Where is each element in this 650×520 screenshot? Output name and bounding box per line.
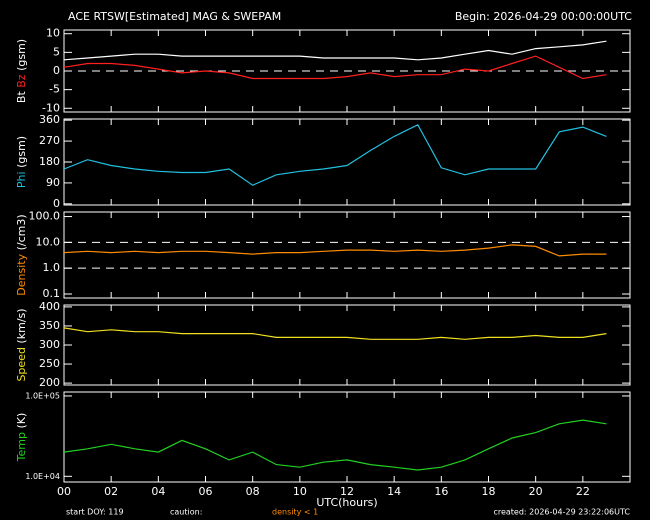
- y-tick-label: 100.0: [29, 210, 61, 223]
- x-tick-label: 14: [387, 485, 401, 498]
- legend-entry: Phi: [15, 171, 28, 188]
- y-tick-label: -10: [42, 101, 60, 114]
- legend-entry: Bt: [15, 91, 28, 104]
- x-tick-label: 20: [529, 485, 543, 498]
- panel-frame: [63, 211, 631, 299]
- y-tick-label: 5: [53, 45, 60, 58]
- x-tick-label: 06: [199, 485, 213, 498]
- y-axis-label: Temp (K): [15, 413, 28, 463]
- y-tick-label: 250: [39, 357, 60, 370]
- y-tick-label: 350: [39, 319, 60, 332]
- y-axis-unit: (gsm): [15, 136, 28, 168]
- created-time: created: 2026-04-29 23:22:06UTC: [493, 508, 630, 517]
- y-axis-label: Bt Bz (gsm): [15, 39, 28, 103]
- x-axis-label: UTC(hours): [316, 496, 377, 509]
- density-caution: density < 1: [272, 508, 318, 517]
- series-line: [63, 244, 607, 257]
- y-axis-label: Speed (km/s): [15, 308, 28, 381]
- y-tick-label: 10: [46, 27, 60, 40]
- y-tick-label: 90: [46, 176, 60, 189]
- y-axis-unit: (km/s): [15, 308, 28, 343]
- x-tick-label: 12: [340, 485, 354, 498]
- x-tick-label: 08: [246, 485, 260, 498]
- panel-frame: [63, 304, 631, 386]
- series-line: [63, 40, 607, 61]
- y-tick-label: 180: [39, 155, 60, 168]
- y-axis-unit: (gsm): [15, 39, 28, 71]
- start-doy: start DOY: 119: [66, 508, 124, 517]
- y-axis-label: Density (/cm3): [15, 214, 28, 295]
- x-tick-label: 18: [482, 485, 496, 498]
- y-tick-label: 270: [39, 134, 60, 147]
- x-tick-label: 04: [151, 485, 165, 498]
- series-line: [63, 327, 607, 340]
- y-tick-label: 10.0: [36, 235, 61, 248]
- y-tick-label: 1.0: [43, 261, 61, 274]
- y-tick-label: 0.1: [43, 287, 61, 300]
- y-tick-label: 200: [39, 376, 60, 389]
- y-tick-label: 1.0E+04: [25, 472, 60, 481]
- y-tick-label: 0: [53, 64, 60, 77]
- y-axis-label: Phi (gsm): [15, 136, 28, 188]
- chart-title: ACE RTSW[Estimated] MAG & SWEPAM: [68, 10, 281, 23]
- y-tick-label: 360: [39, 113, 60, 126]
- y-tick-label: -5: [49, 83, 60, 96]
- begin-time: Begin: 2026-04-29 00:00:00UTC: [455, 10, 632, 23]
- x-tick-label: 22: [576, 485, 590, 498]
- legend-entry: Speed: [15, 347, 28, 381]
- legend-entry: Density: [15, 253, 28, 295]
- y-tick-label: 1.0E+05: [25, 391, 60, 400]
- legend-entry: Bz: [15, 74, 28, 88]
- series-line: [63, 124, 607, 186]
- legend-entry: Temp: [15, 432, 28, 462]
- y-axis-unit: (/cm3): [15, 214, 28, 250]
- x-tick-label: 02: [104, 485, 118, 498]
- y-tick-label: 300: [39, 338, 60, 351]
- x-tick-label: 00: [57, 485, 71, 498]
- series-line: [63, 55, 607, 80]
- panel-frame: [63, 391, 631, 483]
- caution: caution:: [170, 508, 202, 517]
- series-line: [63, 419, 607, 471]
- panel-frame: [63, 118, 631, 206]
- y-tick-label: 0: [53, 197, 60, 210]
- y-axis-unit: (K): [15, 413, 28, 429]
- x-tick-label: 10: [293, 485, 307, 498]
- y-tick-label: 400: [39, 300, 60, 313]
- x-tick-label: 16: [434, 485, 448, 498]
